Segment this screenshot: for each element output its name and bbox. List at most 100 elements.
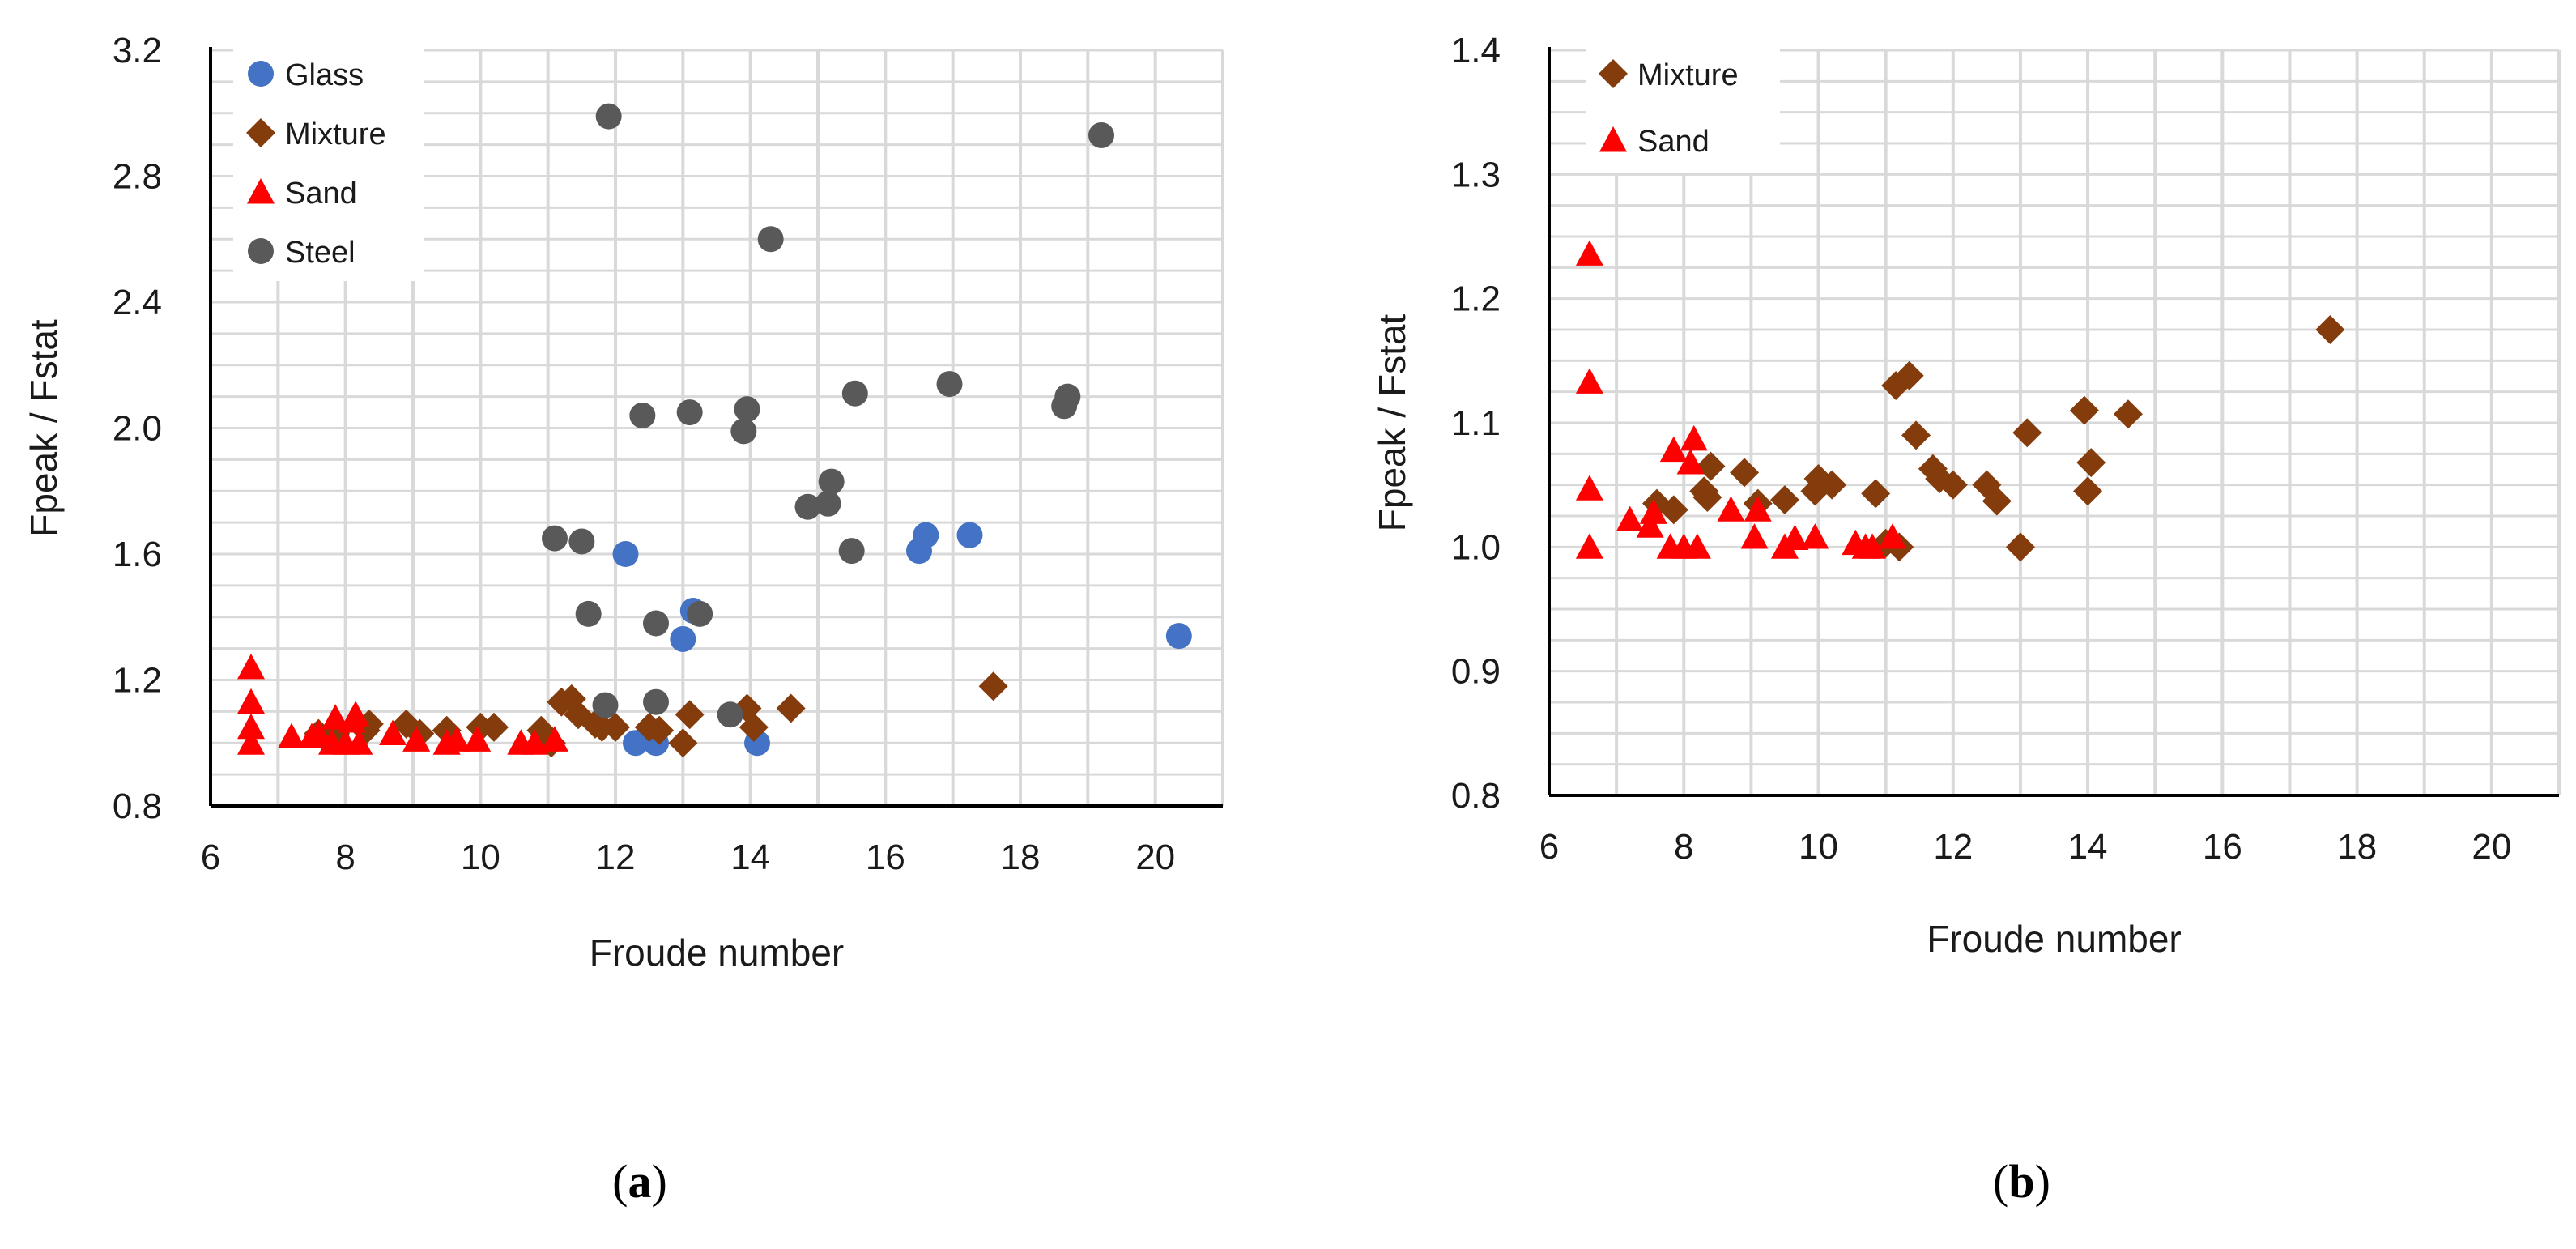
legend: Glass Mixture Sand Steel [233,45,424,281]
data-point-steel [841,380,868,407]
y-tick-label: 1.3 [1451,155,1501,194]
data-point-sand [342,701,370,727]
data-point-steel [629,402,656,428]
chart-a: 6 8 10 12 14 16 18 20 0.8 1.2 1.6 2.0 2.4 2.8 3.2 Froud… [23,31,1224,1208]
data-point-sand [278,723,305,748]
y-tick-labels: 0.8 0.9 1.0 1.1 1.2 1.3 1.4 [1451,31,1501,816]
data-point-steel [717,701,743,728]
data-point-sand [321,704,350,730]
data-point-mixture [479,712,509,742]
legend-marker-mixture [246,118,275,147]
data-point-sand [1575,368,1603,394]
x-tick-label: 18 [1001,838,1041,877]
data-point-sand [1740,523,1769,549]
data-point-mixture [1894,360,1924,390]
data-point-mixture [2113,399,2143,429]
data-point-steel [542,525,568,552]
data-point-sand [1878,523,1906,549]
panel-label-open: ( [612,1155,628,1208]
data-point-steel [568,528,595,555]
data-point-mixture [2069,395,2099,425]
legend-label-sand: Sand [285,177,357,211]
series-sand [237,653,568,755]
data-point-mixture [978,671,1008,701]
data-point-steel [794,493,821,520]
data-point-sand [521,729,548,755]
data-point-mixture [1982,486,2012,516]
x-tick-labels: 6 8 10 12 14 16 18 20 [1539,827,2512,867]
legend: Mixture Sand [1586,45,1780,173]
data-point-sand [379,719,407,746]
x-tick-label: 16 [2203,827,2242,867]
data-point-steel [687,600,713,627]
series-glass [612,522,1192,757]
data-point-mixture [1817,470,1847,500]
y-axis-title: Fpeak / Fstat [1371,314,1413,532]
legend-label-sand: Sand [1637,125,1710,159]
data-point-sand [237,653,265,680]
data-point-mixture [645,715,675,745]
data-point-steel [1088,121,1114,148]
data-point-sand [345,729,373,755]
data-point-steel [815,490,841,517]
data-point-sand [1639,498,1667,524]
data-point-mixture [1696,451,1726,481]
x-tick-label: 16 [866,838,905,877]
data-point-mixture [601,712,630,742]
data-point-steel [643,688,669,715]
data-point-mixture [2315,315,2345,344]
data-point-mixture [1769,485,1799,515]
data-point-steel [936,371,963,398]
data-point-steel [595,103,622,130]
x-tick-label: 12 [1933,827,1973,867]
y-axis-title: Fpeak / Fstat [23,319,65,537]
y-tick-label: 0.9 [1451,652,1501,692]
legend-label-steel: Steel [285,236,356,270]
data-point-steel [818,468,845,495]
data-point-glass [612,541,639,567]
x-axis-title: Froude number [590,931,845,974]
data-point-sand [237,713,265,740]
y-tick-label: 2.0 [113,409,162,449]
gridlines [1549,49,2561,795]
data-point-steel [676,399,703,426]
data-point-sand [1781,524,1809,551]
x-tick-label: 14 [2068,827,2108,867]
data-point-sand [402,726,431,752]
data-point-sand [1575,240,1603,266]
data-point-steel [643,610,669,637]
data-point-sand [1683,533,1711,559]
data-point-mixture [1861,479,1891,509]
chart-b: 6 8 10 12 14 16 18 20 0.8 0.9 1.0 1.1 1.2 1.3 1.4 Froud… [1371,31,2561,1208]
data-point-sand [1676,449,1705,475]
x-tick-label: 10 [461,838,500,877]
x-axis-title: Froude number [1927,918,2182,960]
data-point-sand [1744,496,1772,522]
panel-label-letter: b [2008,1155,2034,1208]
data-point-sand [1616,505,1644,532]
legend-marker-glass [248,61,274,87]
data-point-glass [956,522,983,548]
x-tick-label: 14 [730,838,770,877]
x-tick-labels: 6 8 10 12 14 16 18 20 [201,838,1175,877]
y-tick-label: 2.8 [113,157,162,197]
y-tick-label: 0.8 [113,786,162,826]
data-point-sand [237,688,265,714]
panel-label-open: ( [1993,1155,2008,1208]
data-point-glass [623,730,649,757]
legend-label-mixture: Mixture [285,117,386,151]
data-point-sand [1680,424,1708,451]
data-point-steel [575,600,602,627]
legend-marker-mixture [1599,59,1628,88]
y-tick-label: 1.4 [1451,31,1501,70]
panel-label-close: ) [652,1155,667,1208]
data-point-mixture [2076,448,2106,478]
data-point-steel [730,418,757,445]
x-tick-label: 20 [1135,838,1175,877]
data-point-mixture [1730,458,1760,488]
x-tick-label: 8 [335,838,355,877]
data-point-glass [1165,623,1192,650]
data-point-glass [670,625,696,652]
data-point-mixture [1901,420,1931,450]
series-steel [542,103,1114,728]
